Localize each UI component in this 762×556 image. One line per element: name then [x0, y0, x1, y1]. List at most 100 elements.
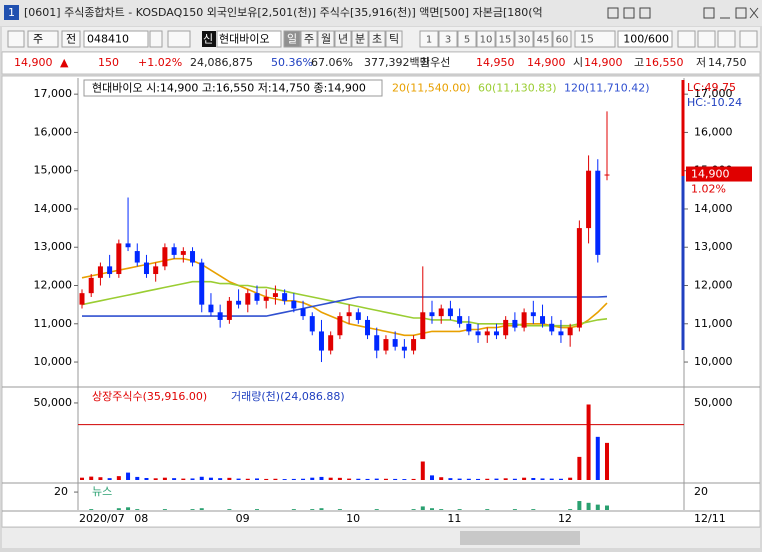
interval-button[interactable]	[495, 30, 515, 48]
period-button[interactable]	[368, 30, 386, 48]
interval-select-text: 15	[580, 33, 594, 46]
interval-button[interactable]	[457, 30, 477, 48]
interval-button[interactable]	[514, 30, 534, 48]
quote-best-label: 최우선	[420, 56, 450, 69]
volume-bar	[549, 478, 554, 480]
tool-icon[interactable]	[697, 30, 716, 48]
volume-bar	[476, 478, 481, 480]
window-controls[interactable]	[607, 7, 759, 19]
scroll-bar[interactable]	[2, 528, 760, 548]
news-bar	[126, 507, 131, 510]
period-text: 초	[372, 33, 382, 46]
candle-body	[438, 308, 444, 317]
volume-bar	[540, 478, 545, 480]
volume-bar	[365, 478, 370, 480]
volume-bar	[347, 478, 352, 480]
last-change-label: 1.02%	[691, 183, 726, 196]
volume-bar	[98, 477, 103, 480]
count-input[interactable]	[617, 30, 673, 48]
toggle[interactable]	[7, 30, 25, 48]
sound-button[interactable]	[167, 30, 191, 48]
candle-body	[392, 339, 398, 347]
candle-body	[512, 319, 518, 328]
period-button[interactable]	[300, 30, 318, 48]
candle-body	[475, 331, 481, 336]
volume-bar	[568, 477, 573, 480]
news-bar	[310, 509, 315, 510]
interval-button[interactable]	[476, 30, 496, 48]
quote-open-label: 시	[573, 56, 583, 69]
title-bar	[0, 0, 762, 26]
scope-button[interactable]	[61, 30, 81, 48]
candle-body	[79, 293, 85, 305]
news-bar	[439, 509, 444, 510]
period-button[interactable]	[385, 30, 403, 48]
period-button[interactable]	[317, 30, 335, 48]
volume-bar	[411, 478, 416, 480]
candle-body	[162, 247, 168, 267]
control[interactable]	[703, 7, 715, 19]
news-bar	[586, 502, 591, 510]
interval-button[interactable]	[533, 30, 553, 48]
tool-icon[interactable]	[717, 30, 736, 48]
volume-bar	[356, 478, 361, 480]
interval-select[interactable]	[574, 30, 616, 48]
volume-bar	[116, 476, 121, 480]
news-bar	[411, 509, 416, 510]
app-icon	[4, 5, 19, 20]
volume-bar	[135, 476, 140, 480]
volume-bar	[282, 479, 287, 480]
window-title: [0601] 주식종합차트 - KOSDAQ150 외국인보유[2,501(천)…	[24, 5, 543, 19]
candle-body	[558, 331, 564, 336]
period-button[interactable]	[283, 30, 301, 48]
tool-icon[interactable]	[739, 30, 758, 48]
news-bar	[430, 508, 434, 510]
dropdown[interactable]	[149, 30, 163, 48]
quote-price: 14,900	[14, 56, 53, 69]
y-tick-label: 16,000	[694, 125, 733, 138]
ma-legend: 20(11,540.00)	[392, 82, 471, 95]
interval-button[interactable]	[552, 30, 572, 48]
control[interactable]	[639, 7, 651, 19]
candle-body	[457, 316, 463, 324]
control[interactable]	[623, 7, 635, 19]
interval-button[interactable]	[419, 30, 439, 48]
period-select[interactable]	[27, 30, 59, 48]
interval-button[interactable]	[438, 30, 458, 48]
scope-text: 전	[66, 33, 76, 46]
interval-text: 10	[480, 35, 493, 46]
candle-body	[383, 339, 389, 351]
control[interactable]	[749, 7, 759, 19]
ma-legend: 60(11,130.83)	[478, 82, 557, 95]
candle-body	[134, 251, 140, 263]
code-input[interactable]	[83, 30, 149, 48]
news-bar	[116, 508, 121, 510]
period-text: 월	[321, 33, 331, 46]
legend-box	[83, 79, 383, 97]
y-tick-label: 20	[694, 485, 708, 498]
legend-text: 현대바이오 시:14,900 고:16,550 저:14,750 종:14,90…	[92, 82, 366, 95]
quote-arrow: ▲	[60, 56, 69, 69]
last-price-box	[686, 166, 752, 182]
y-tick-label: 13,000	[694, 240, 733, 253]
candle-body	[503, 319, 509, 336]
control[interactable]	[735, 7, 747, 19]
candle-body	[466, 323, 472, 332]
x-tick-label: 11	[447, 512, 461, 525]
control[interactable]	[607, 7, 619, 19]
tool-icon[interactable]	[677, 30, 696, 48]
candle-body	[180, 251, 186, 255]
candle-body	[365, 319, 371, 336]
volume-bar	[337, 477, 342, 480]
y-tick-label: 10,000	[694, 355, 733, 368]
candle-body	[236, 300, 242, 305]
candle-body	[420, 312, 426, 340]
scroll-thumb[interactable]	[460, 531, 580, 545]
volume-bar	[512, 478, 517, 480]
volume-bar	[162, 477, 167, 480]
period-button[interactable]	[351, 30, 369, 48]
stock-name[interactable]	[216, 30, 282, 48]
period-button[interactable]	[334, 30, 352, 48]
news-bar	[255, 509, 259, 510]
news-bar	[291, 509, 296, 510]
